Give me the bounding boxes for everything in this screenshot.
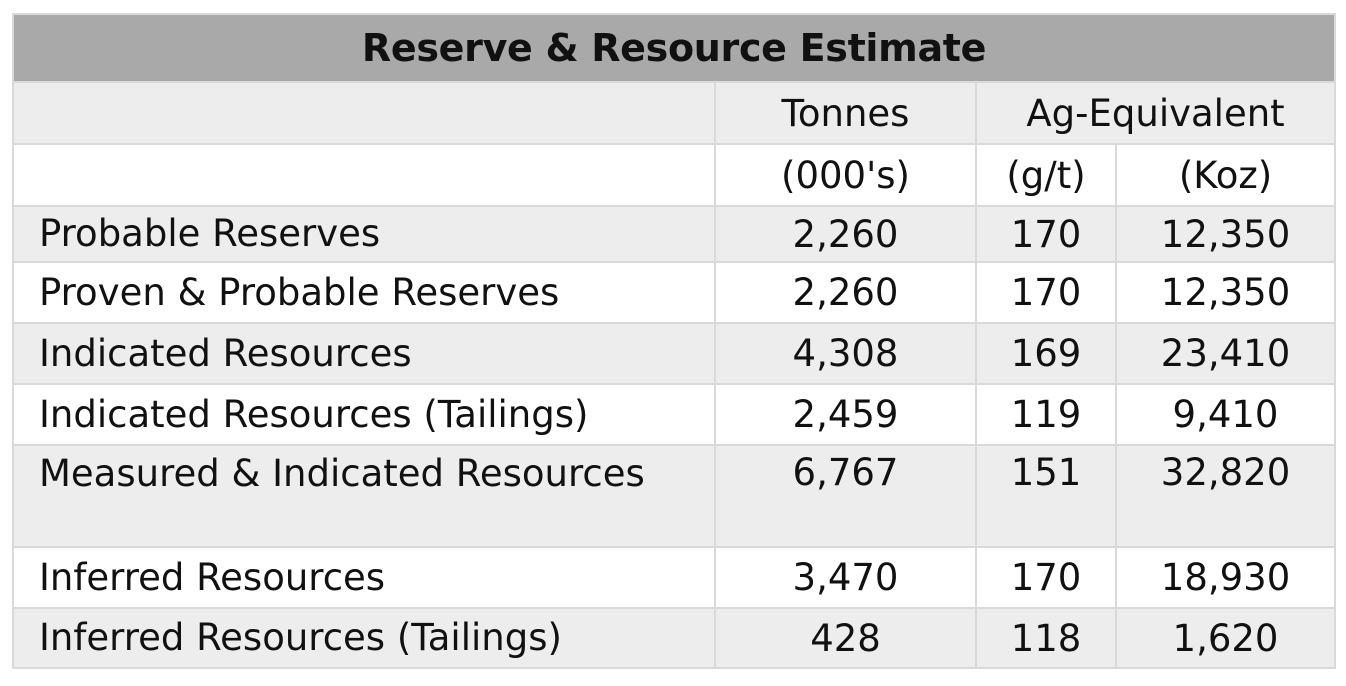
row-grade: 151 — [975, 444, 1117, 548]
row-koz: 9,410 — [1114, 383, 1337, 446]
table-title: Reserve & Resource Estimate — [11, 13, 1337, 83]
header-row-2: (000's) (g/t) (Koz) — [12, 143, 1337, 207]
row-koz: 18,930 — [1114, 546, 1337, 609]
row-tonnes: 4,308 — [714, 322, 977, 385]
row-grade: 118 — [975, 607, 1117, 669]
table-row: Inferred Resources 3,470 170 18,930 — [12, 546, 1337, 609]
table-row: Indicated Resources 4,308 169 23,410 — [12, 322, 1337, 385]
table-row: Measured & Indicated Resources 6,767 151… — [12, 444, 1337, 548]
row-tonnes: 6,767 — [714, 444, 977, 548]
row-koz: 12,350 — [1114, 261, 1337, 324]
row-label: Indicated Resources — [12, 322, 716, 385]
row-tonnes: 428 — [714, 607, 977, 669]
row-koz: 23,410 — [1114, 322, 1337, 385]
header-koz-unit: (Koz) — [1114, 143, 1337, 207]
row-grade: 170 — [975, 546, 1117, 609]
header-tonnes-unit: (000's) — [714, 143, 977, 207]
row-tonnes: 3,470 — [714, 546, 977, 609]
row-koz: 32,820 — [1114, 444, 1337, 548]
table-row: Inferred Resources (Tailings) 428 118 1,… — [12, 607, 1337, 669]
row-label: Proven & Probable Reserves — [12, 261, 716, 324]
header-blank-cell — [12, 81, 716, 145]
row-tonnes: 2,459 — [714, 383, 977, 446]
row-label: Inferred Resources (Tailings) — [12, 607, 716, 669]
row-tonnes: 2,260 — [714, 261, 977, 324]
row-label: Inferred Resources — [12, 546, 716, 609]
row-grade: 119 — [975, 383, 1117, 446]
header-grade-unit: (g/t) — [975, 143, 1117, 207]
header-row-1: Tonnes Ag-Equivalent — [12, 81, 1337, 145]
header-tonnes: Tonnes — [714, 81, 977, 145]
row-koz: 12,350 — [1114, 205, 1337, 263]
row-label: Measured & Indicated Resources — [12, 444, 716, 548]
title-row: Reserve & Resource Estimate — [11, 13, 1337, 83]
row-tonnes: 2,260 — [714, 205, 977, 263]
row-label: Indicated Resources (Tailings) — [12, 383, 716, 446]
row-koz: 1,620 — [1114, 607, 1337, 669]
table-row: Proven & Probable Reserves 2,260 170 12,… — [12, 261, 1337, 324]
row-grade: 170 — [975, 205, 1117, 263]
row-grade: 170 — [975, 261, 1117, 324]
table-row: Indicated Resources (Tailings) 2,459 119… — [12, 383, 1337, 446]
header-blank-cell-2 — [12, 143, 716, 207]
reserve-resource-table: Reserve & Resource Estimate Tonnes Ag-Eq… — [11, 13, 1337, 669]
row-grade: 169 — [975, 322, 1117, 385]
row-label: Probable Reserves — [12, 205, 716, 263]
header-ag-equivalent: Ag-Equivalent — [974, 81, 1337, 145]
table-row: Probable Reserves 2,260 170 12,350 — [12, 205, 1337, 263]
